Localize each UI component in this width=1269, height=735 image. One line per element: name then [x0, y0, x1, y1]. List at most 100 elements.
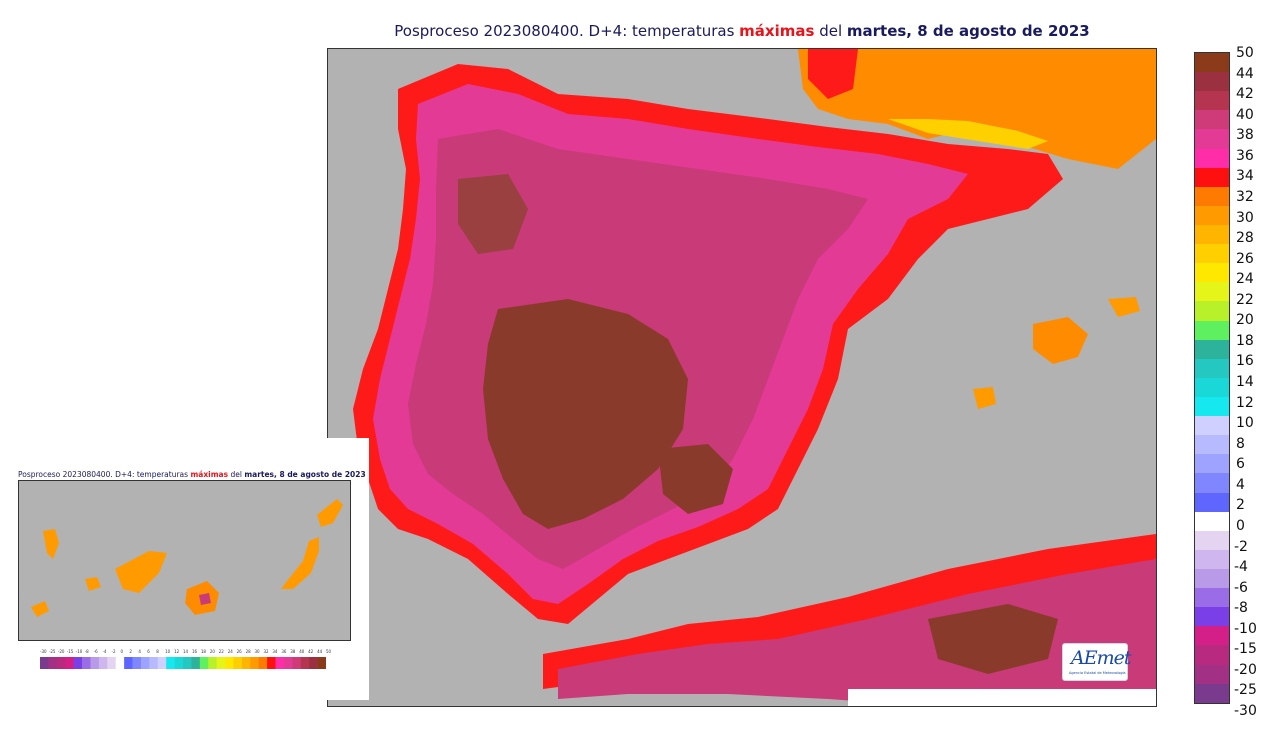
inset-scale-label: -20 [57, 649, 65, 654]
inset-colorbar-segment [199, 657, 209, 669]
inset-scale-label: 20 [209, 649, 215, 654]
inset-scale-label: 36 [281, 649, 287, 654]
colorbar-segment [1195, 664, 1229, 684]
colorbar-segment [1195, 568, 1229, 589]
iberia-map-svg [328, 49, 1156, 706]
inset-scale-label: 26 [236, 649, 242, 654]
colorbar-label: 6 [1236, 456, 1245, 473]
inset-scale-label: 22 [218, 649, 224, 654]
colorbar-segment [1195, 205, 1229, 225]
colorbar-segment [1195, 492, 1229, 512]
inset-scale-label: -15 [66, 649, 74, 654]
inset-colorbar-segment [82, 657, 91, 669]
inset-scale-label: 18 [200, 649, 206, 654]
la-gomera-island [85, 577, 101, 591]
inset-scale-label: 10 [165, 649, 171, 654]
inset-scale-label: -4 [102, 649, 107, 654]
inset-scale-label: 50 [326, 649, 332, 654]
inset-colorbar-segment [73, 657, 83, 669]
inset-sea [19, 481, 350, 640]
colorbar-label: -15 [1234, 641, 1257, 658]
colorbar-segment [1195, 72, 1229, 92]
colorbar-segment [1195, 473, 1229, 493]
colorbar-segment [1195, 244, 1229, 264]
colorbar-label: 50 [1236, 45, 1254, 61]
ibiza-island [973, 387, 996, 409]
mallorca-island [1033, 317, 1088, 364]
colorbar-label: 24 [1236, 271, 1254, 288]
inset-colorbar-segment [225, 657, 234, 669]
colorbar-segment [1195, 435, 1229, 455]
inset-colorbar-segment [115, 657, 125, 669]
colorbar-label: 4 [1236, 476, 1245, 493]
guadalquivir-hottest [483, 299, 688, 529]
colorbar-segment [1195, 511, 1229, 531]
inset-colorbar-segment [149, 657, 159, 669]
colorbar-label: 0 [1236, 517, 1245, 534]
inset-colorbar-segment [40, 657, 49, 669]
inset-colorbar [40, 657, 326, 669]
colorbar-label: 34 [1236, 168, 1254, 185]
inset-colorbar-segment [183, 657, 192, 669]
colorbar-label: 32 [1236, 188, 1254, 205]
inset-colorbar-segment [208, 657, 217, 669]
colorbar-segment [1195, 530, 1229, 550]
inset-colorbar-segment [233, 657, 243, 669]
colorbar-segment [1195, 53, 1229, 73]
inset-scale-label: 8 [156, 649, 159, 654]
inset-colorbar-segment [250, 657, 260, 669]
inset-colorbar-segment [317, 657, 326, 669]
pyrenees-cool-band [888, 119, 1048, 149]
colorbar-label: 22 [1236, 291, 1254, 308]
inset-scale-label: 4 [138, 649, 141, 654]
inset-scale-label: 28 [245, 649, 251, 654]
colorbar-label: 16 [1236, 353, 1254, 370]
colorbar-label: 2 [1236, 497, 1245, 514]
aemet-logo-mark: AEmet [1071, 647, 1131, 669]
lanzarote-island [317, 499, 343, 527]
inset-scale-label: 12 [174, 649, 180, 654]
colorbar-label: 36 [1236, 147, 1254, 164]
colorbar-label: -4 [1234, 559, 1248, 576]
iberia-temperature-map [327, 48, 1157, 707]
colorbar-segment [1195, 186, 1229, 206]
inset-scale-label: -8 [84, 649, 89, 654]
map-title: Posproceso 2023080400. D+4: temperaturas… [394, 22, 1090, 40]
colorbar-label: -6 [1234, 579, 1248, 596]
inset-colorbar-segment [216, 657, 226, 669]
inset-colorbar-segment [98, 657, 108, 669]
inset-scale-label: -6 [93, 649, 98, 654]
colorbar-label: 30 [1236, 209, 1254, 226]
colorbar-segment [1195, 282, 1229, 302]
colorbar-segment [1195, 626, 1229, 646]
colorbar-segment [1195, 645, 1229, 665]
menorca-island [1108, 297, 1140, 317]
colorbar-label: -25 [1234, 682, 1257, 699]
inset-scale-label: 40 [299, 649, 305, 654]
inset-scale-label: 32 [263, 649, 269, 654]
colorbar-segment [1195, 549, 1229, 569]
inset-colorbar-segment [157, 657, 167, 669]
aemet-logo: AEmet Agencia Estatal de Meteorología [1062, 643, 1131, 681]
colorbar-segment [1195, 167, 1229, 187]
colorbar-segment [1195, 396, 1229, 417]
inset-scale-label: 34 [272, 649, 278, 654]
colorbar-label: -20 [1234, 661, 1257, 678]
inset-colorbar-segment [258, 657, 268, 669]
colorbar-label: 18 [1236, 332, 1254, 349]
inset-colorbar-segment [267, 657, 276, 669]
inset-colorbar-segment [132, 657, 142, 669]
colorbar-label: -2 [1234, 538, 1248, 555]
canary-map-svg [19, 481, 350, 640]
inset-scale-label: -2 [111, 649, 116, 654]
colorbar-label: 10 [1236, 415, 1254, 432]
inset-colorbar-segment [56, 657, 66, 669]
inset-colorbar-segment [65, 657, 74, 669]
inset-colorbar-segment [90, 657, 100, 669]
colorbar-label: 26 [1236, 250, 1254, 267]
colorbar-label: -30 [1234, 703, 1257, 719]
colorbar-segment [1195, 683, 1229, 703]
inset-colorbar-segment [107, 657, 117, 669]
colorbar-label: 38 [1236, 127, 1254, 144]
inset-scale-label: 2 [129, 649, 132, 654]
